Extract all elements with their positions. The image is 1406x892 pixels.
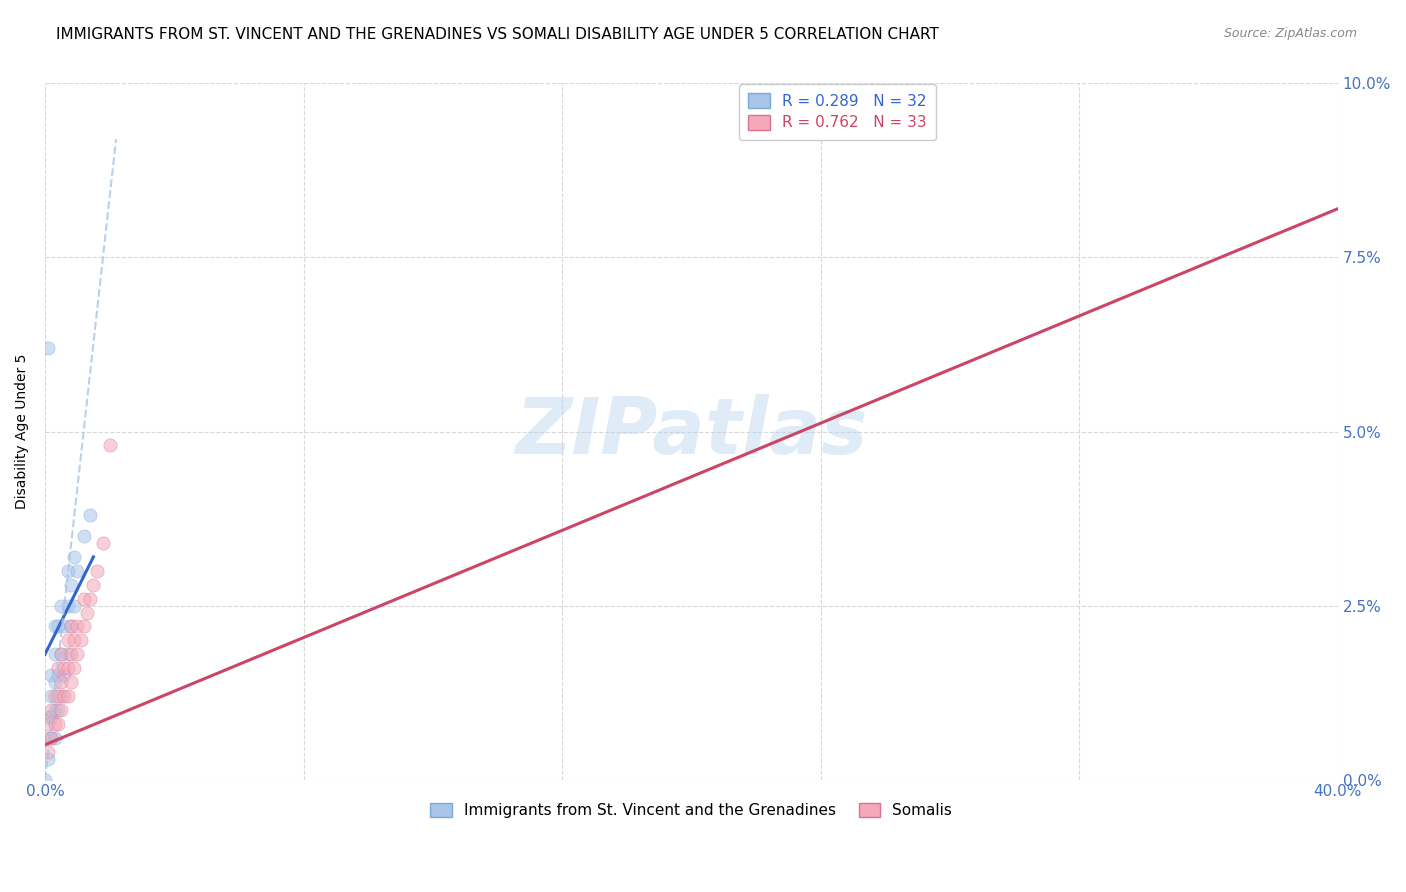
Point [37, 752, 59, 766]
Point [59, 619, 82, 633]
Point [56, 599, 79, 613]
Point [37, 745, 59, 759]
Point [49, 675, 72, 690]
Point [66, 648, 89, 662]
Point [41, 731, 63, 745]
Point [73, 591, 96, 606]
Point [37, 710, 59, 724]
Text: ZIPatlas: ZIPatlas [515, 393, 868, 469]
Point [41, 731, 63, 745]
Point [46, 717, 69, 731]
Point [82, 577, 104, 591]
Point [41, 710, 63, 724]
Point [37, 341, 59, 355]
Point [56, 564, 79, 578]
Point [46, 703, 69, 717]
Point [49, 648, 72, 662]
Point [46, 668, 69, 682]
Point [53, 619, 76, 633]
Point [76, 606, 98, 620]
Point [98, 438, 121, 452]
Y-axis label: Disability Age Under 5: Disability Age Under 5 [15, 354, 30, 509]
Point [66, 619, 89, 633]
Point [63, 633, 86, 648]
Point [44, 675, 66, 690]
Point [56, 648, 79, 662]
Point [49, 648, 72, 662]
Point [56, 689, 79, 703]
Point [69, 633, 91, 648]
Point [46, 689, 69, 703]
Point [63, 661, 86, 675]
Legend: Immigrants from St. Vincent and the Grenadines, Somalis: Immigrants from St. Vincent and the Gren… [425, 797, 959, 824]
Point [73, 619, 96, 633]
Point [37, 717, 59, 731]
Point [59, 675, 82, 690]
Point [66, 564, 89, 578]
Point [59, 577, 82, 591]
Text: IMMIGRANTS FROM ST. VINCENT AND THE GRENADINES VS SOMALI DISABILITY AGE UNDER 5 : IMMIGRANTS FROM ST. VINCENT AND THE GREN… [56, 27, 939, 42]
Point [46, 661, 69, 675]
Point [53, 689, 76, 703]
Point [53, 661, 76, 675]
Point [79, 508, 101, 522]
Point [63, 599, 86, 613]
Point [44, 619, 66, 633]
Point [44, 689, 66, 703]
Point [86, 564, 108, 578]
Point [34, 772, 56, 787]
Point [56, 661, 79, 675]
Point [41, 703, 63, 717]
Point [44, 731, 66, 745]
Point [49, 599, 72, 613]
Point [46, 619, 69, 633]
Point [63, 549, 86, 564]
Point [73, 529, 96, 543]
Point [37, 731, 59, 745]
Point [53, 668, 76, 682]
Point [44, 648, 66, 662]
Point [41, 689, 63, 703]
Point [44, 703, 66, 717]
Point [56, 633, 79, 648]
Point [44, 717, 66, 731]
Point [41, 668, 63, 682]
Text: Source: ZipAtlas.com: Source: ZipAtlas.com [1223, 27, 1357, 40]
Point [49, 689, 72, 703]
Point [49, 703, 72, 717]
Point [91, 536, 114, 550]
Point [79, 591, 101, 606]
Point [59, 648, 82, 662]
Point [59, 619, 82, 633]
